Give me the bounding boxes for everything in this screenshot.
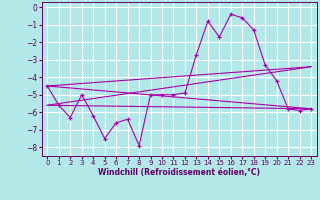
X-axis label: Windchill (Refroidissement éolien,°C): Windchill (Refroidissement éolien,°C) — [98, 168, 260, 177]
